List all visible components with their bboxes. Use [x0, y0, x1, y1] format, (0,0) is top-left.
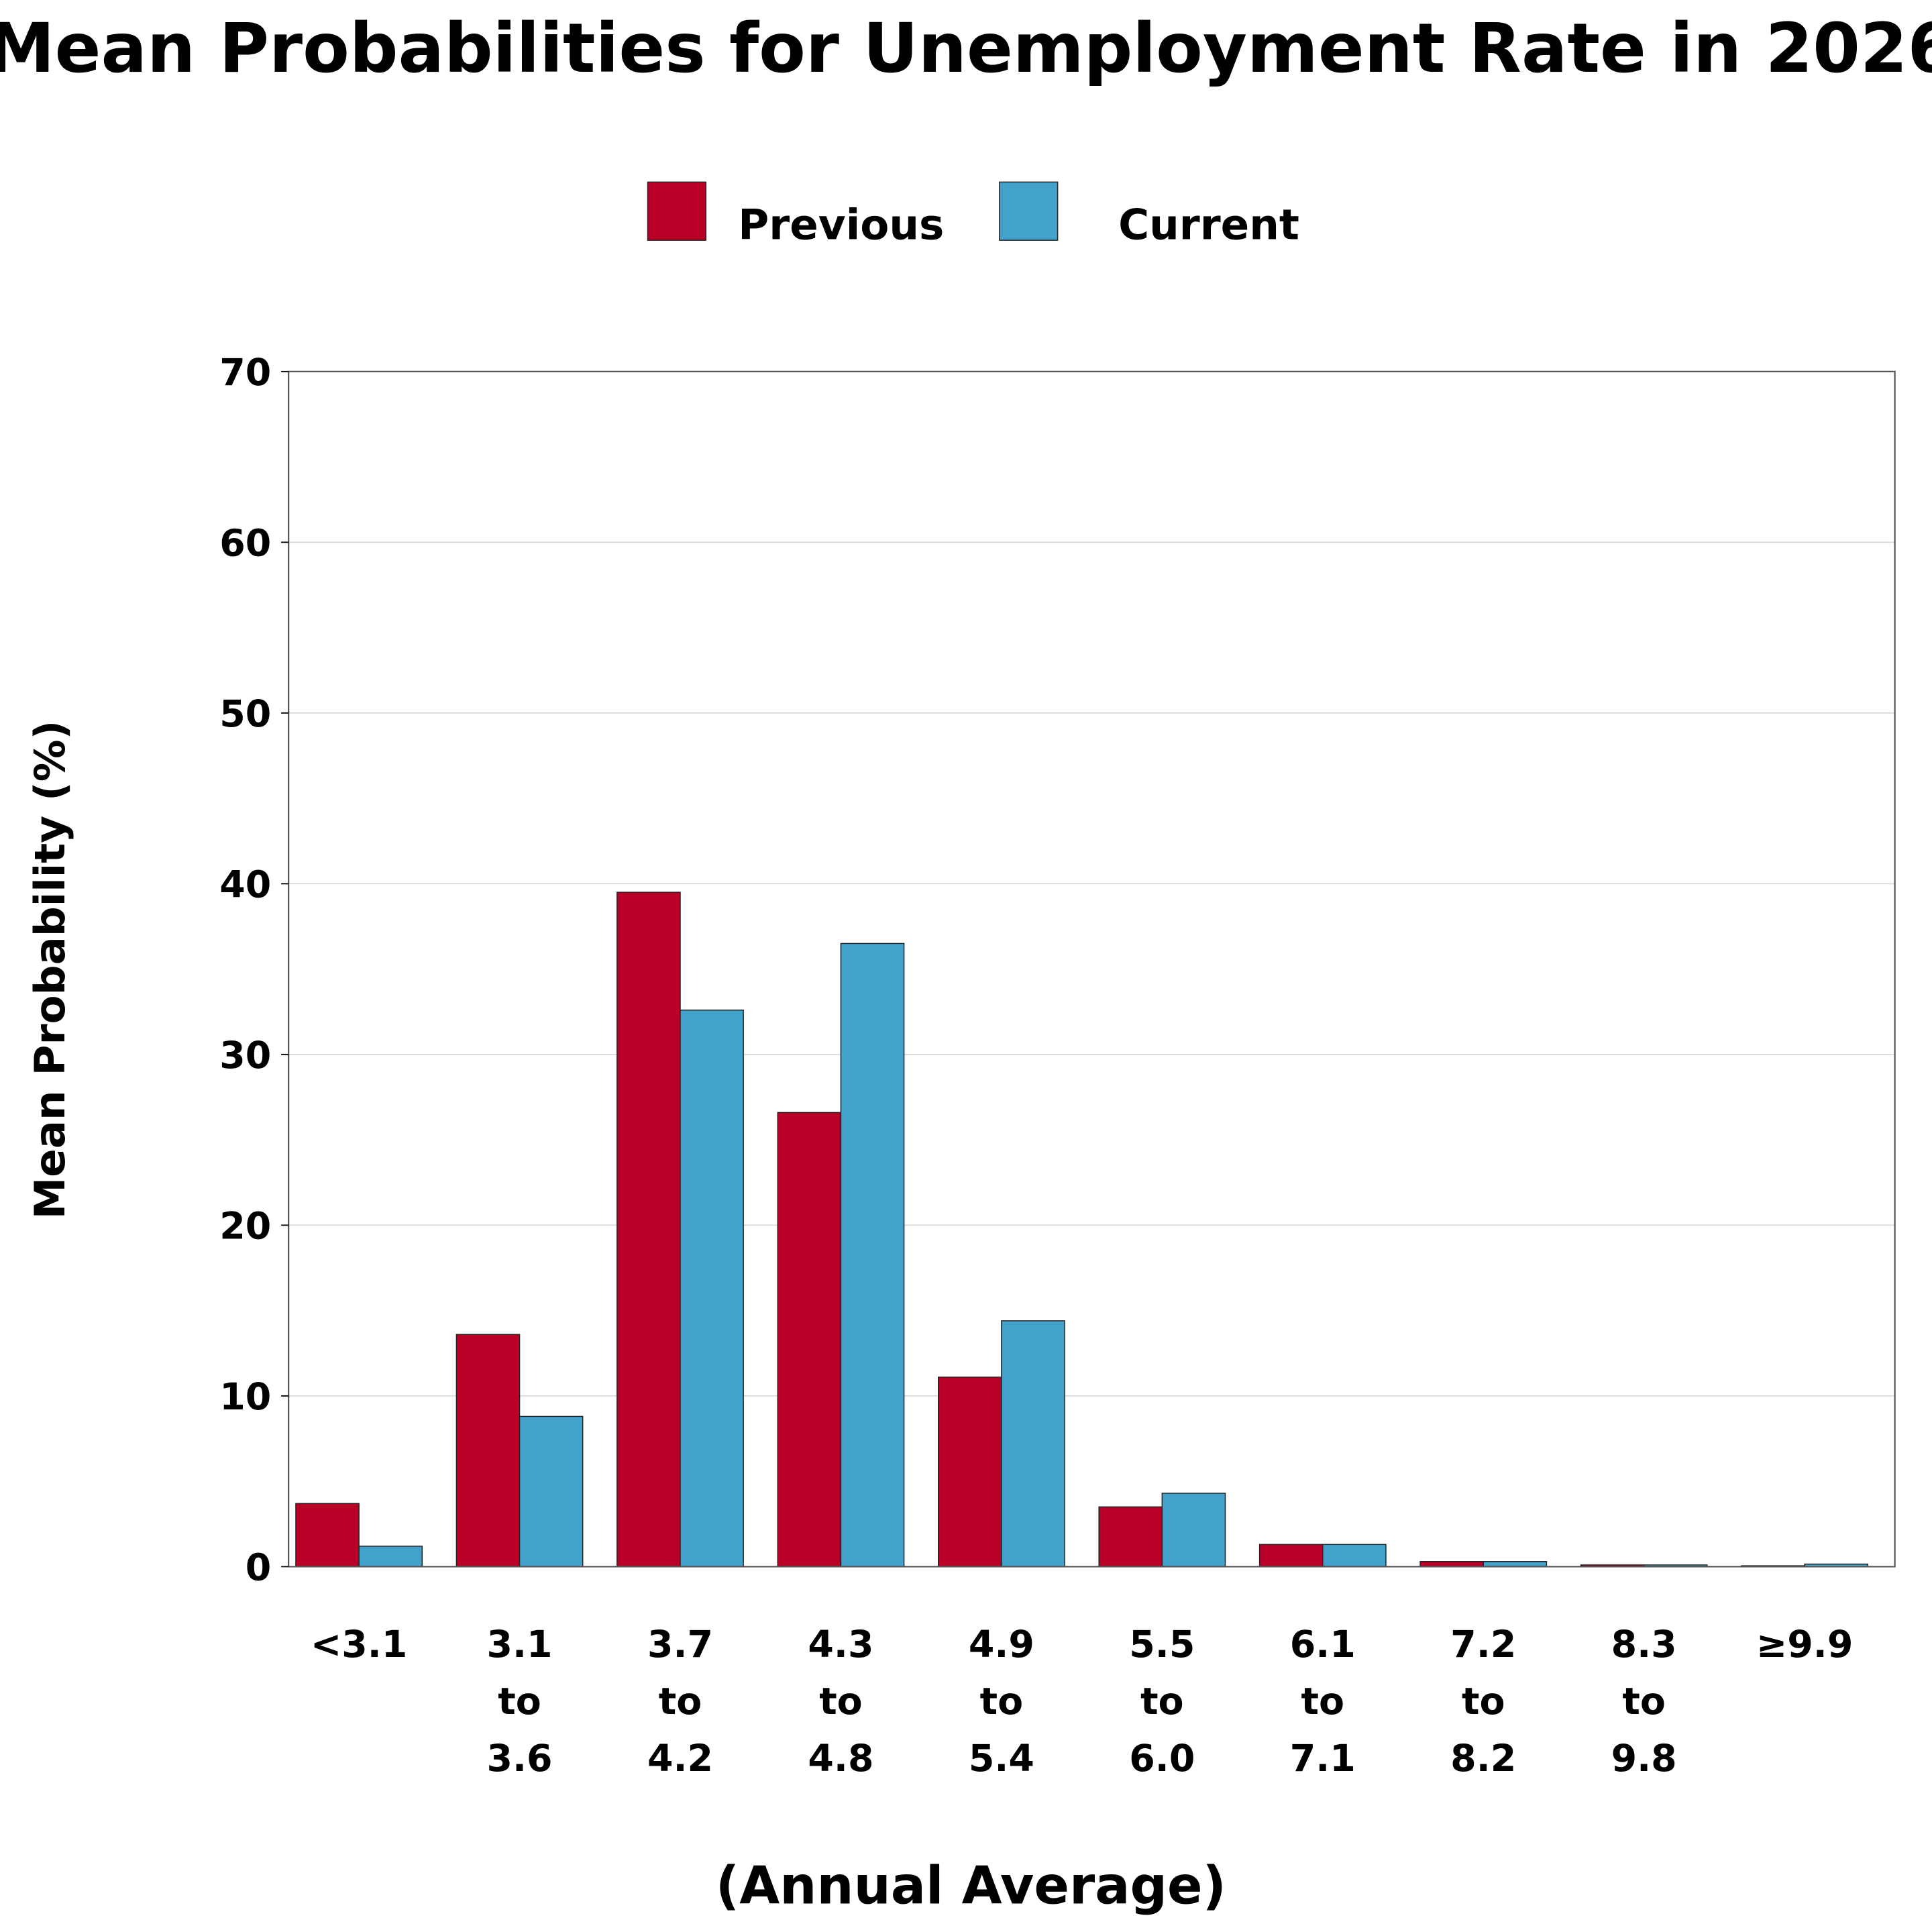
bar-current: [1161, 1493, 1226, 1568]
x-tick-label: to: [498, 1680, 541, 1723]
bar-previous: [1419, 1561, 1484, 1568]
bar-previous: [1258, 1544, 1324, 1568]
bar-current: [519, 1415, 584, 1568]
chart-title: Mean Probabilities for Unemployment Rate…: [0, 9, 1932, 88]
x-tick-label: 5.5: [1129, 1623, 1195, 1666]
bar-previous: [295, 1503, 360, 1568]
y-tick-label: 60: [219, 523, 271, 566]
bar-previous: [455, 1334, 521, 1568]
y-tick-label: 0: [246, 1547, 272, 1590]
x-tick-label: 3.6: [486, 1737, 552, 1780]
x-tick-label: 9.8: [1611, 1737, 1677, 1780]
x-tick-label: to: [980, 1680, 1024, 1723]
bar-current: [358, 1546, 423, 1568]
bar-previous: [1098, 1506, 1163, 1568]
x-tick-label: 6.0: [1129, 1737, 1195, 1780]
x-tick-label: 4.9: [969, 1623, 1034, 1666]
x-tick-label: 6.1: [1290, 1623, 1356, 1666]
bar-previous: [616, 892, 681, 1568]
x-tick-label: to: [659, 1680, 702, 1723]
x-tick-label: 3.1: [486, 1623, 552, 1666]
x-tick-label: 4.3: [808, 1623, 873, 1666]
bar-previous: [777, 1112, 842, 1568]
x-tick-label: 7.1: [1290, 1737, 1356, 1780]
bar-current: [840, 943, 905, 1568]
x-tick-label: to: [1622, 1680, 1666, 1723]
x-tick-label: to: [1462, 1680, 1505, 1723]
x-tick-label: ≥9.9: [1756, 1623, 1854, 1666]
x-tick-label: 3.7: [647, 1623, 713, 1666]
x-tick-label: <3.1: [311, 1623, 407, 1666]
x-tick-label: 4.2: [647, 1737, 713, 1780]
y-tick-label: 30: [219, 1034, 271, 1077]
x-tick-label: to: [819, 1680, 863, 1723]
x-tick-label: 7.2: [1450, 1623, 1516, 1666]
legend-label-current: Current: [1118, 200, 1299, 249]
x-tick-label: to: [1301, 1680, 1345, 1723]
y-tick-label: 50: [219, 693, 271, 736]
bar-current: [1322, 1544, 1387, 1568]
y-tick-label: 40: [219, 864, 271, 907]
legend: Previous Current: [647, 181, 1299, 249]
y-axis-label: Mean Probability (%): [25, 720, 74, 1220]
bar-previous: [938, 1377, 1002, 1568]
y-tick-label: 10: [219, 1376, 271, 1419]
y-tick-label: 20: [219, 1205, 271, 1248]
bar-current: [1483, 1561, 1548, 1568]
x-tick-label: 4.8: [808, 1737, 873, 1780]
x-tick-label: 8.2: [1450, 1737, 1516, 1780]
x-tick-label: 5.4: [969, 1737, 1034, 1780]
plot-frame: [288, 370, 1896, 1568]
legend-swatch-current: [999, 181, 1059, 241]
x-axis-label: (Annual Average): [716, 1856, 1226, 1917]
bar-current: [680, 1009, 744, 1568]
x-tick-label: to: [1140, 1680, 1184, 1723]
y-tick-label: 70: [219, 352, 271, 394]
legend-swatch-previous: [647, 181, 707, 241]
x-tick-label: 8.3: [1611, 1623, 1677, 1666]
legend-label-previous: Previous: [738, 200, 944, 249]
bar-current: [1001, 1320, 1065, 1568]
